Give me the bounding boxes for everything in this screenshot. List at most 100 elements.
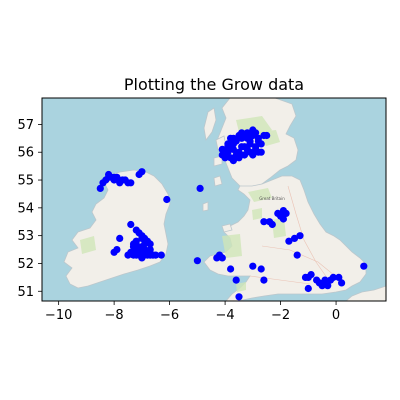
- data-point: [254, 148, 262, 156]
- data-point: [110, 173, 118, 181]
- x-tick-label: −4: [216, 308, 235, 323]
- axes-frame: [41, 97, 387, 302]
- data-point: [249, 151, 257, 159]
- data-point: [152, 251, 160, 259]
- data-point: [124, 251, 132, 259]
- data-point: [227, 265, 235, 273]
- data-point: [235, 293, 243, 301]
- data-point: [193, 257, 201, 265]
- data-point: [138, 234, 146, 242]
- data-point: [232, 276, 240, 284]
- scatter-points: [96, 126, 368, 301]
- green-southern-uplands: [248, 188, 272, 202]
- data-point: [254, 137, 262, 145]
- x-axis: −10 −8 −6 −4 −2 0: [45, 301, 340, 323]
- y-tick-label: 51: [17, 285, 34, 300]
- y-tick-label: 54: [17, 201, 34, 216]
- data-point: [229, 140, 237, 148]
- data-point: [282, 209, 290, 217]
- data-point: [157, 251, 165, 259]
- data-point: [321, 276, 329, 284]
- y-tick-label: 57: [17, 118, 34, 133]
- data-point: [224, 143, 232, 151]
- data-point: [260, 218, 268, 226]
- land-hebrides: [203, 107, 217, 141]
- data-point: [260, 276, 268, 284]
- map-label-great-britain: Great Britain: [259, 196, 285, 201]
- data-point: [129, 240, 138, 248]
- data-point: [249, 262, 257, 270]
- basemap: Great Britain: [42, 98, 386, 301]
- data-point: [113, 246, 121, 254]
- green-ireland-west: [80, 236, 96, 254]
- data-point: [279, 215, 287, 223]
- x-tick-label: −6: [160, 308, 179, 323]
- green-dartmoor: [236, 282, 246, 292]
- land-anglesey: [221, 223, 233, 233]
- data-point: [293, 251, 301, 259]
- y-tick-label: 55: [17, 174, 34, 189]
- data-point: [118, 176, 127, 184]
- green-wales: [222, 234, 242, 258]
- data-point: [307, 271, 315, 279]
- y-tick-label: 56: [17, 146, 34, 161]
- data-point: [196, 184, 204, 192]
- data-point: [218, 145, 226, 153]
- y-tick-label: 52: [17, 257, 34, 272]
- data-point: [146, 240, 154, 248]
- data-point: [235, 154, 243, 162]
- data-point: [296, 232, 304, 240]
- map-roads: [249, 185, 341, 285]
- data-point: [263, 131, 271, 140]
- data-point: [315, 279, 323, 287]
- x-tick-label: −2: [271, 308, 290, 323]
- data-point: [127, 220, 135, 229]
- land-islay: [213, 175, 223, 187]
- data-point: [163, 195, 171, 204]
- data-point: [257, 265, 265, 273]
- data-point: [338, 279, 346, 287]
- data-point: [268, 220, 276, 229]
- data-point: [249, 126, 257, 134]
- data-point: [290, 234, 299, 242]
- data-point: [105, 170, 113, 179]
- data-point: [141, 240, 149, 248]
- data-point: [96, 184, 104, 192]
- data-point: [224, 148, 232, 156]
- land-isle-of-man: [202, 201, 209, 212]
- data-point: [285, 237, 293, 245]
- plot-area: Great Britain: [42, 98, 386, 301]
- data-point: [229, 157, 237, 165]
- data-point: [218, 151, 226, 159]
- data-point: [240, 143, 249, 151]
- x-tick-label: −8: [105, 308, 124, 323]
- chart-title: Plotting the Grow data: [124, 75, 304, 94]
- x-tick-label: −10: [45, 308, 72, 323]
- data-point: [146, 246, 154, 254]
- data-point: [116, 234, 124, 242]
- data-point: [243, 129, 251, 137]
- data-point: [238, 134, 246, 142]
- data-point: [324, 282, 332, 290]
- data-point: [127, 179, 135, 187]
- data-point: [229, 145, 237, 153]
- data-point: [360, 262, 368, 270]
- green-lake-district: [252, 208, 262, 220]
- land-france: [345, 285, 386, 301]
- data-point: [138, 168, 146, 176]
- data-point: [138, 254, 146, 262]
- data-point: [301, 273, 310, 281]
- data-point: [246, 140, 254, 148]
- y-axis: 51 52 53 54 55 56 57: [17, 118, 42, 300]
- data-point: [135, 243, 143, 251]
- y-tick-label: 53: [17, 229, 34, 244]
- data-point: [335, 273, 343, 281]
- data-point: [218, 254, 226, 262]
- x-tick-label: 0: [332, 308, 340, 323]
- data-point: [304, 284, 312, 293]
- data-point: [240, 151, 249, 159]
- data-point: [132, 251, 140, 259]
- data-point: [329, 273, 337, 281]
- data-point: [227, 134, 235, 142]
